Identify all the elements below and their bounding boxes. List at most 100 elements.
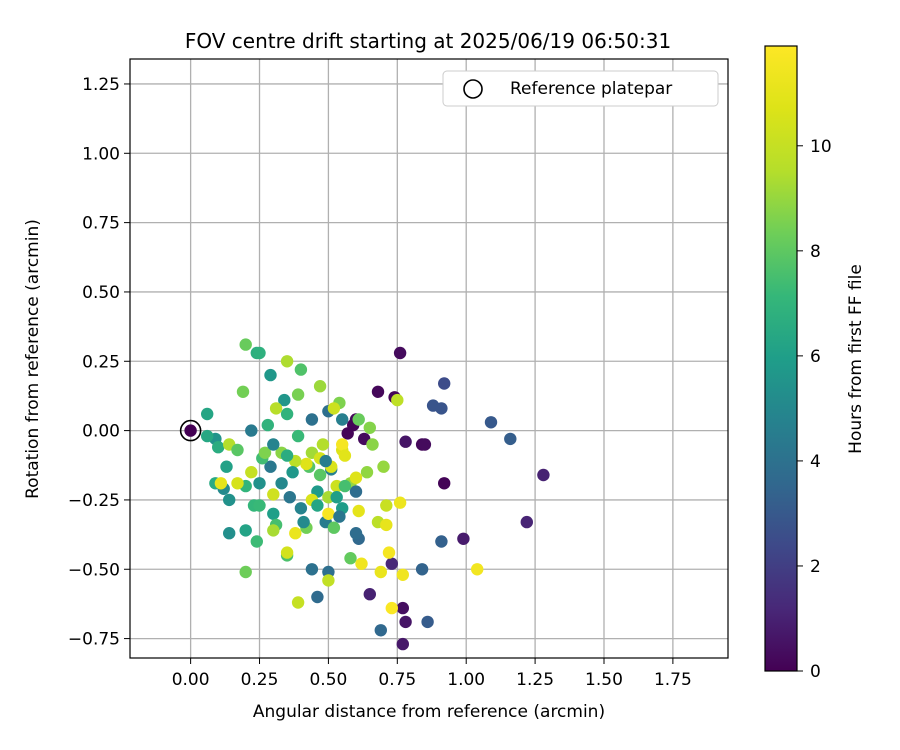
x-tick-label: 1.25 xyxy=(516,670,554,690)
data-point xyxy=(327,402,341,415)
y-tick-label: 0.75 xyxy=(82,214,120,234)
data-point xyxy=(504,432,517,446)
data-point xyxy=(393,496,407,509)
colorbar-tick-label: 0 xyxy=(810,662,821,682)
x-tick-label: 0.25 xyxy=(241,670,279,690)
colorbar-tick-label: 4 xyxy=(810,452,821,472)
data-point xyxy=(264,460,277,473)
data-point xyxy=(380,499,393,512)
data-point xyxy=(322,507,335,520)
data-point xyxy=(415,563,429,576)
data-point xyxy=(336,413,349,426)
data-point xyxy=(363,588,376,601)
y-tick-label: 0.25 xyxy=(82,352,120,372)
data-point xyxy=(399,615,412,629)
data-point xyxy=(291,388,305,401)
data-point xyxy=(366,438,379,451)
data-point xyxy=(457,532,470,545)
data-point xyxy=(385,557,398,570)
data-point xyxy=(201,407,214,421)
data-point xyxy=(396,568,409,581)
data-point xyxy=(338,479,352,493)
data-point xyxy=(484,416,498,429)
legend-marker-reference xyxy=(463,79,483,99)
data-point xyxy=(338,449,352,462)
data-point xyxy=(305,413,319,426)
x-tick-label: 0.00 xyxy=(172,670,210,690)
colorbar-tick-label: 10 xyxy=(810,137,832,157)
data-point xyxy=(291,596,305,609)
data-point xyxy=(275,477,288,490)
data-point xyxy=(344,552,357,565)
data-point xyxy=(377,460,390,473)
x-tick-label: 1.00 xyxy=(447,670,485,690)
data-point xyxy=(438,377,451,390)
plot-frame xyxy=(129,58,729,659)
x-tick-label: 0.75 xyxy=(378,670,416,690)
data-point xyxy=(280,546,294,559)
colorbar xyxy=(764,45,798,672)
data-point xyxy=(520,515,533,529)
data-point xyxy=(363,421,376,434)
data-point xyxy=(236,385,250,398)
data-point xyxy=(352,413,365,426)
plot-points xyxy=(179,338,550,651)
data-point xyxy=(341,427,354,440)
data-point xyxy=(349,471,363,484)
data-point xyxy=(231,443,244,457)
data-point xyxy=(418,438,432,451)
colorbar-tick-label: 6 xyxy=(810,347,821,367)
data-point xyxy=(311,590,324,604)
data-point xyxy=(352,504,365,518)
y-tick-label: −0.50 xyxy=(68,560,120,580)
data-point xyxy=(349,485,363,498)
data-point xyxy=(253,477,266,490)
legend-label-reference: Reference platepar xyxy=(510,79,672,99)
data-point xyxy=(280,449,294,462)
data-point xyxy=(289,527,302,540)
data-point xyxy=(220,460,233,473)
data-point xyxy=(223,527,236,540)
data-point xyxy=(250,535,263,548)
data-point xyxy=(201,429,214,443)
plot-grid xyxy=(130,59,728,658)
data-point xyxy=(267,524,280,537)
data-point xyxy=(278,393,291,407)
data-point xyxy=(380,518,393,532)
data-point xyxy=(294,502,308,515)
reference-platepar-marker xyxy=(179,419,202,442)
data-point xyxy=(396,637,409,651)
data-point xyxy=(435,535,448,548)
data-point xyxy=(374,565,387,579)
data-point xyxy=(184,424,197,437)
legend: Reference platepar xyxy=(442,70,719,107)
y-axis-ticks: −0.75 −0.50 −0.25 0.00 0.25 0.50 0.75 1.00 1.25 xyxy=(68,75,130,650)
colorbar-tick-label: 8 xyxy=(810,242,821,262)
data-point xyxy=(391,393,404,407)
y-axis-label: Rotation from reference (arcmin) xyxy=(23,219,43,499)
data-point xyxy=(214,477,228,490)
data-point xyxy=(336,438,349,451)
y-tick-label: −0.75 xyxy=(68,630,120,650)
x-tick-label: 1.75 xyxy=(654,670,692,690)
colorbar-ticks: 0 2 4 6 8 10 xyxy=(797,137,832,682)
data-point xyxy=(283,491,296,504)
x-tick-label: 0.50 xyxy=(309,670,347,690)
data-point xyxy=(382,546,396,559)
data-point xyxy=(267,507,280,520)
data-point xyxy=(261,418,274,432)
y-tick-label: 1.00 xyxy=(82,144,120,164)
data-point xyxy=(300,457,313,471)
data-point xyxy=(291,429,305,443)
data-point xyxy=(327,521,341,534)
y-tick-label: 0.50 xyxy=(82,283,120,303)
y-tick-label: 0.00 xyxy=(82,422,120,442)
legend-box xyxy=(442,70,719,107)
y-tick-label: 1.25 xyxy=(82,75,120,95)
data-point xyxy=(239,338,252,351)
data-point xyxy=(258,446,272,459)
data-point xyxy=(385,601,398,615)
data-point xyxy=(313,380,327,393)
data-point xyxy=(286,466,299,479)
data-point xyxy=(316,438,330,451)
